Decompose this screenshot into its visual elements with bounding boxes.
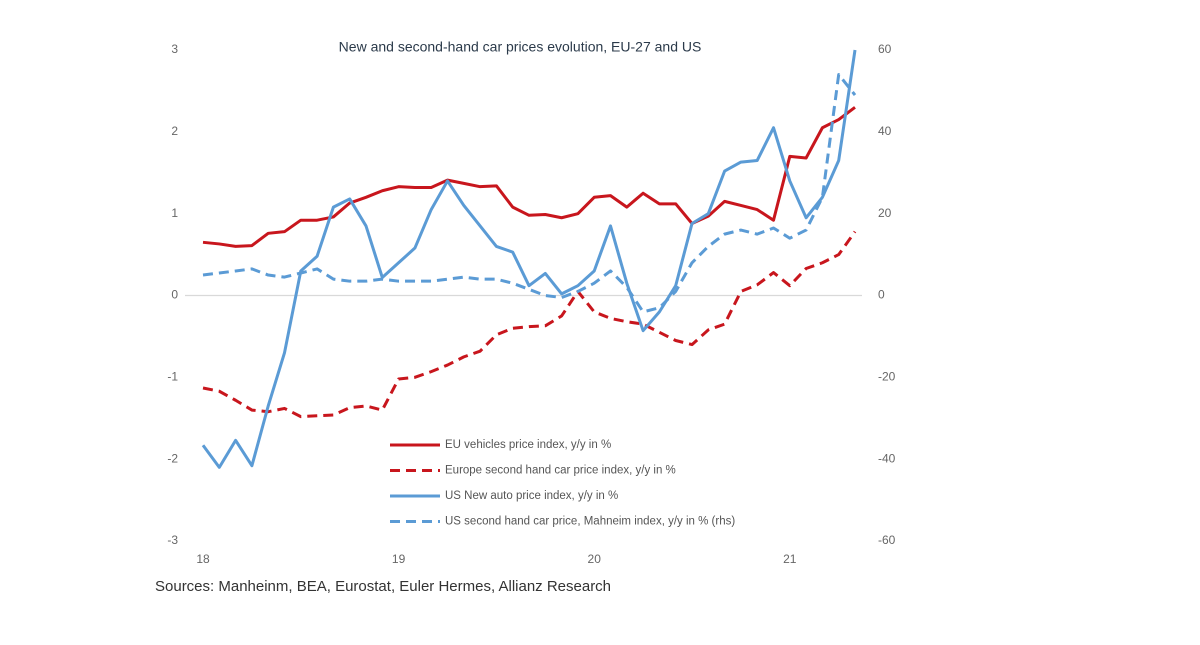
source-note: Sources: Manheinm, BEA, Eurostat, Euler … [155,578,611,595]
legend-label: EU vehicles price index, y/y in % [445,439,611,451]
y-tick-label: 3 [171,42,178,56]
series-line [201,49,857,469]
y-tick-label: -3 [167,533,178,547]
legend-label: US second hand car price, Mahneim index,… [445,516,735,528]
legend-label: Europe second hand car price index, y/y … [445,465,676,477]
y2-tick-label: -20 [878,370,896,384]
chart-title: New and second-hand car prices evolution… [339,39,702,55]
series-line [202,106,856,248]
x-tick-label: 21 [783,552,797,566]
legend-label: US New auto price index, y/y in % [445,490,618,502]
x-tick-label: 20 [588,552,602,566]
y2-tick-label: -40 [878,451,896,465]
y-tick-label: -2 [167,451,178,465]
y2-tick-label: 40 [878,124,892,138]
y-tick-label: 1 [171,206,178,220]
series-line [202,230,857,419]
x-tick-label: 19 [392,552,406,566]
y-tick-label: 2 [171,124,178,138]
y2-tick-label: -60 [878,533,896,547]
series-line [202,73,857,314]
y2-tick-label: 60 [878,42,892,56]
y-tick-label: -1 [167,370,178,384]
y2-tick-label: 0 [878,288,885,302]
y-tick-label: 0 [171,288,178,302]
x-tick-label: 18 [196,552,210,566]
y2-tick-label: 20 [878,206,892,220]
